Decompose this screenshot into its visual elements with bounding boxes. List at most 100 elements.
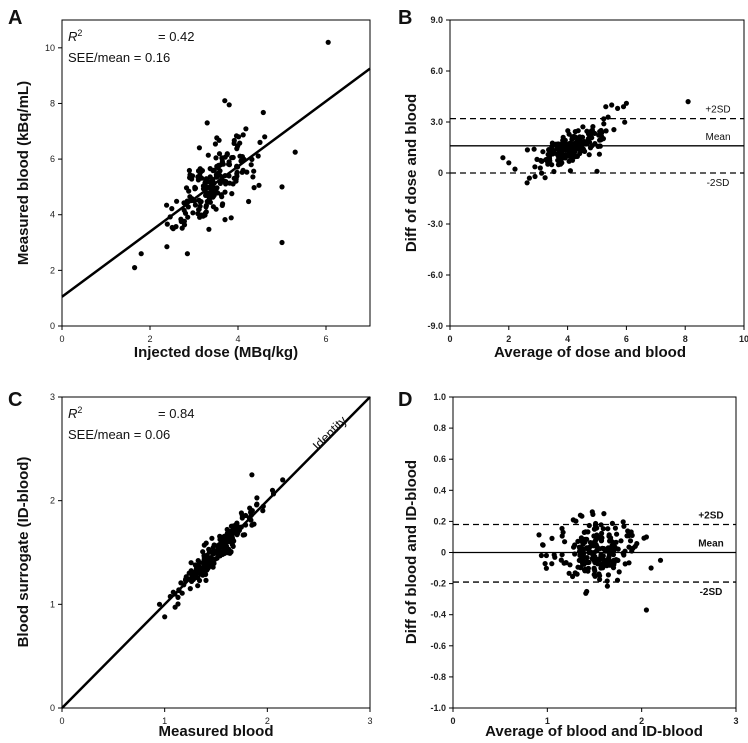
panel-a-point — [222, 189, 228, 195]
panel-c-point — [162, 614, 168, 620]
panel-d-point — [616, 569, 622, 575]
panel-c-point — [195, 558, 201, 564]
panel-a-point — [190, 210, 196, 216]
panel-b-point — [578, 141, 584, 147]
panel-d-point — [609, 520, 616, 527]
panel-d-y-tick-label: -0.2 — [430, 579, 446, 589]
panel-b-point — [594, 168, 600, 174]
panel-a-point — [179, 225, 185, 231]
panel-c-point — [156, 601, 163, 607]
panel-c-point — [229, 534, 235, 541]
panel-d-point — [621, 523, 627, 529]
panel-b-letter: B — [398, 7, 412, 29]
panel-d-point — [594, 532, 600, 538]
panel-a-point — [224, 151, 230, 157]
panel-a-point — [292, 149, 298, 155]
panel-a-x-tick-label: 0 — [59, 334, 64, 344]
panel-d-point — [601, 510, 607, 517]
panel-d-point — [603, 562, 609, 568]
panel-c-point — [215, 546, 222, 552]
panel-a-point — [213, 206, 219, 212]
panel-a-point — [185, 214, 191, 220]
panel-d-point — [580, 556, 586, 562]
panel-c-point — [176, 587, 182, 593]
panel-d-point — [559, 533, 565, 539]
panel-d-y-tick-label: 0.2 — [433, 516, 446, 526]
panel-d: D -1.0 -0.8 -0.6 -0.4 -0.2 0 0.2 0.4 0.6 0.8 1.0 0… — [398, 389, 739, 740]
panel-a-point — [223, 181, 229, 187]
panel-a-y-tick-label: 10 — [45, 43, 55, 53]
panel-d-point — [626, 544, 632, 550]
panel-d-x-tick-label: 2 — [639, 716, 644, 726]
panel-d-point — [577, 552, 583, 559]
panel-a-point — [189, 176, 195, 182]
panel-a-point — [164, 202, 170, 208]
panel-a-point — [184, 251, 190, 257]
panel-c-point — [232, 523, 238, 529]
panel-b-point — [526, 175, 533, 181]
panel-a-see: SEE/mean = 0.16 — [68, 50, 170, 65]
panel-d-point — [562, 539, 568, 545]
panel-c-y-tick-label: 0 — [50, 703, 55, 713]
panel-a-point — [210, 187, 216, 194]
panel-a-point — [213, 155, 219, 161]
panel-b-point — [524, 180, 530, 186]
panel-b-point — [582, 148, 588, 154]
panel-b-point — [577, 150, 583, 157]
panel-a-points — [132, 39, 331, 271]
panel-b-point — [575, 128, 581, 134]
panel-a-point — [198, 199, 204, 205]
panel-b-point — [611, 127, 617, 133]
panel-a-point — [206, 226, 212, 232]
panel-c-y-ticks: 0 1 2 3 — [50, 392, 62, 713]
panel-b-x-ticks: 0 2 4 6 8 10 — [447, 326, 748, 344]
panel-a-point — [234, 146, 240, 152]
panel-a-point — [204, 198, 210, 205]
panel-b-point — [549, 162, 555, 168]
panel-a-r2-value: = 0.42 — [158, 29, 195, 44]
panel-a-point — [220, 201, 226, 207]
panel-a-x-tick-label: 4 — [235, 334, 240, 344]
panel-c-point — [231, 527, 237, 533]
panel-d-point — [613, 545, 619, 551]
panel-d-point — [612, 525, 619, 531]
panel-b-point — [506, 160, 512, 166]
panel-b-point — [584, 128, 590, 134]
panel-d-point — [603, 548, 609, 554]
panel-d-point — [611, 540, 617, 546]
panel-d-point — [626, 560, 632, 566]
panel-c-x-tick-label: 3 — [367, 716, 372, 726]
panel-d-point — [605, 526, 611, 532]
panel-b-point — [580, 124, 586, 130]
panel-c-x-tick-label: 1 — [162, 716, 167, 726]
panel-a-point — [226, 173, 232, 179]
panel-c-r2-value: = 0.84 — [158, 406, 195, 421]
panel-a-point — [164, 244, 170, 250]
panel-a-point — [255, 153, 261, 159]
panel-a-r2-label: R2 — [68, 28, 82, 44]
panel-a-point — [170, 226, 176, 232]
panel-a-point — [251, 185, 257, 191]
panel-a-point — [249, 156, 255, 162]
panel-b-point — [512, 166, 518, 172]
panel-d-y-tick-label: -0.6 — [430, 641, 446, 651]
panel-a-y-ticks: 0 2 4 6 8 10 — [45, 43, 62, 331]
panel-b-point — [615, 105, 621, 111]
panel-a-point — [202, 180, 208, 186]
panel-a-point — [197, 172, 203, 178]
panel-a-x-ticks: 0 2 4 6 — [59, 326, 329, 344]
panel-b-point — [574, 138, 580, 144]
panel-c-point — [222, 546, 229, 552]
panel-a-point — [197, 214, 203, 220]
panel-d-point — [549, 561, 555, 567]
panel-b-y-tick-label: 6.0 — [430, 66, 443, 76]
panel-d-point — [586, 522, 592, 529]
panel-d-point — [614, 531, 620, 537]
panel-c-point — [248, 509, 254, 515]
panel-d-point — [538, 552, 545, 559]
panel-c-point — [208, 555, 214, 561]
panel-c-point — [203, 577, 209, 584]
panel-d-point — [620, 519, 626, 525]
panel-d-point — [573, 518, 579, 524]
panel-d-point — [575, 564, 581, 570]
